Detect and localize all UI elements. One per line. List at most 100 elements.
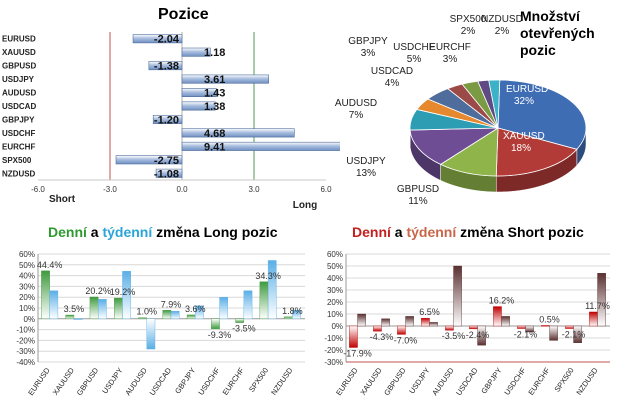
long-title-part-3: týdenní xyxy=(102,224,153,240)
bar-t-denn-spx500 xyxy=(573,325,582,343)
pie-slice-eurusd xyxy=(497,79,587,150)
value-label-gbpjpy: -1.20 xyxy=(154,114,179,126)
pozice-chart: EURUSD -2.04 XAUUSD 1.18 GBPUSD -1.38 USDJPY 3.… xyxy=(2,32,340,211)
short-change-chart: -30% -20% -10% 0% 10% 20% 30% 40% 50% 60% -17.9% EU… xyxy=(324,250,610,398)
bar-denn-gbpusd xyxy=(89,296,99,320)
bar-nzdusd xyxy=(155,168,183,178)
pie-slice-nzdusd xyxy=(488,79,501,129)
long-change-chart: -40% -30% -20%-10% 0% 10% 20% 30%40% 50% 60%44.4… xyxy=(16,250,305,398)
bar-denn-usdcad xyxy=(469,325,478,330)
pie-label-gbpjpy: GBPJPY xyxy=(348,36,388,47)
data-label-eurchf: 0.5% xyxy=(539,314,560,324)
long-axis-label: Long xyxy=(293,200,317,211)
y-tick-label: 60% xyxy=(19,250,35,259)
category-label-spx500: SPX500 xyxy=(552,366,575,394)
bar-t-denn-usdcad xyxy=(477,325,486,346)
x-tick-label: -6.0 xyxy=(31,185,45,194)
long-title-part-2: a xyxy=(86,224,103,240)
value-label-usdchf: 4.68 xyxy=(204,128,225,140)
y-tick-label: 40% xyxy=(327,274,343,283)
category-label-spx500: SPX500 xyxy=(247,366,270,394)
bar-denn-spx500 xyxy=(565,325,574,329)
category-label-eurusd: EURUSD xyxy=(26,366,52,398)
y-tick-label: 40% xyxy=(19,272,35,281)
pie-percent-xauusd: 18% xyxy=(511,143,531,154)
data-label-gbpjpy: 3.6% xyxy=(185,304,206,314)
pozice-title: Pozice xyxy=(158,6,209,23)
pie-percent-spx500: 2% xyxy=(461,26,476,37)
pie-label-usdchf: USDCHF xyxy=(393,42,435,53)
short-title-part-2: a xyxy=(390,224,407,240)
category-label-audusd: AUDUSD xyxy=(123,366,149,398)
short-title-part-1: Denní xyxy=(352,224,391,240)
data-label-xauusd: -4.3% xyxy=(370,332,394,342)
value-label-usdjpy: 3.61 xyxy=(204,74,225,86)
bar-xauusd xyxy=(181,47,211,57)
data-label-usdjpy: 6.5% xyxy=(419,307,440,317)
category-label-usdjpy: USDJPY xyxy=(2,75,35,84)
bar-denn-nzdusd xyxy=(589,311,598,327)
bar-t-denn-eurusd xyxy=(357,313,366,327)
category-label-gbpusd: GBPUSD xyxy=(382,366,408,398)
short-title-part-3: týdenní xyxy=(406,224,457,240)
value-label-xauusd: 1.18 xyxy=(204,47,225,59)
category-label-nzdusd: NZDUSD xyxy=(269,366,295,397)
bar-usdjpy xyxy=(181,74,269,84)
short-axis-label: Short xyxy=(49,194,76,205)
bar-audusd xyxy=(181,88,217,98)
bar-denn-xauusd xyxy=(373,325,382,332)
bar-t-denn-eurchf xyxy=(549,325,558,341)
bar-denn-usdjpy xyxy=(114,297,123,319)
bar-denn-gbpjpy xyxy=(186,314,196,320)
pie-percent-usdjpy: 13% xyxy=(356,168,376,179)
bar-denn-gbpjpy xyxy=(493,306,502,327)
value-label-nzdusd: -1.08 xyxy=(154,168,179,180)
bar-denn-eurusd xyxy=(41,270,50,319)
pie-label-spx500: SPX500 xyxy=(450,14,487,25)
long-change-title: Denní a týdenní změna Long pozic xyxy=(48,224,277,240)
category-label-usdcad: USDCAD xyxy=(148,366,174,398)
y-tick-label: -30% xyxy=(324,358,343,367)
y-tick-label: 10% xyxy=(19,304,35,313)
pie-label-eurchf: EURCHF xyxy=(429,42,471,53)
category-label-usdchf: USDCHF xyxy=(196,366,222,397)
bar-t-denn-audusd xyxy=(453,265,462,327)
bar-usdchf xyxy=(181,128,295,138)
bar-t-denn-usdchf xyxy=(219,297,229,320)
y-tick-label: -20% xyxy=(324,346,343,355)
data-label-usdjpy: 19.2% xyxy=(110,287,136,297)
value-label-gbpusd: -1.38 xyxy=(154,61,179,73)
bar-spx500 xyxy=(115,155,183,165)
bar-t-denn-usdjpy xyxy=(429,322,438,327)
bar-gbpjpy xyxy=(152,114,183,124)
value-label-audusd: 1.43 xyxy=(204,88,225,100)
pie-slice-xauusd xyxy=(495,127,578,177)
data-label-gbpusd: 20.2% xyxy=(85,286,111,296)
bar-t-denn-eurusd xyxy=(49,290,59,320)
category-label-gbpjpy: GBPJPY xyxy=(479,366,503,395)
short-change-title: Denní a týdenní změna Short pozic xyxy=(352,224,584,240)
x-tick-label: 0.0 xyxy=(176,185,188,194)
y-tick-label: 0% xyxy=(23,315,35,324)
category-label-eurusd: EURUSD xyxy=(334,366,360,398)
x-tick-label: 3.0 xyxy=(248,185,260,194)
y-tick-label: -20% xyxy=(16,336,35,345)
bar-denn-audusd xyxy=(445,325,454,331)
bar-t-denn-nzdusd xyxy=(597,273,606,327)
data-label-xauusd: 3.5% xyxy=(64,304,85,314)
bar-denn-spx500 xyxy=(259,281,269,319)
category-label-nzdusd: NZDUSD xyxy=(574,366,600,397)
data-label-nzdusd: 1.8% xyxy=(282,306,303,316)
pie-label-usdjpy: USDJPY xyxy=(346,156,386,167)
data-label-gbpusd: -7.0% xyxy=(394,335,418,345)
category-label-spx500: SPX500 xyxy=(2,156,32,165)
y-tick-label: -10% xyxy=(324,334,343,343)
category-label-eurchf: EURCHF xyxy=(221,366,247,397)
pie-title-line-2: otevřených xyxy=(520,25,595,41)
category-label-usdchf: USDCHF xyxy=(2,129,35,138)
data-label-usdcad: 7.9% xyxy=(161,299,182,309)
bar-gbpusd xyxy=(148,61,183,71)
category-label-gbpjpy: GBPJPY xyxy=(2,115,35,124)
value-label-eurusd: -2.04 xyxy=(154,34,180,46)
